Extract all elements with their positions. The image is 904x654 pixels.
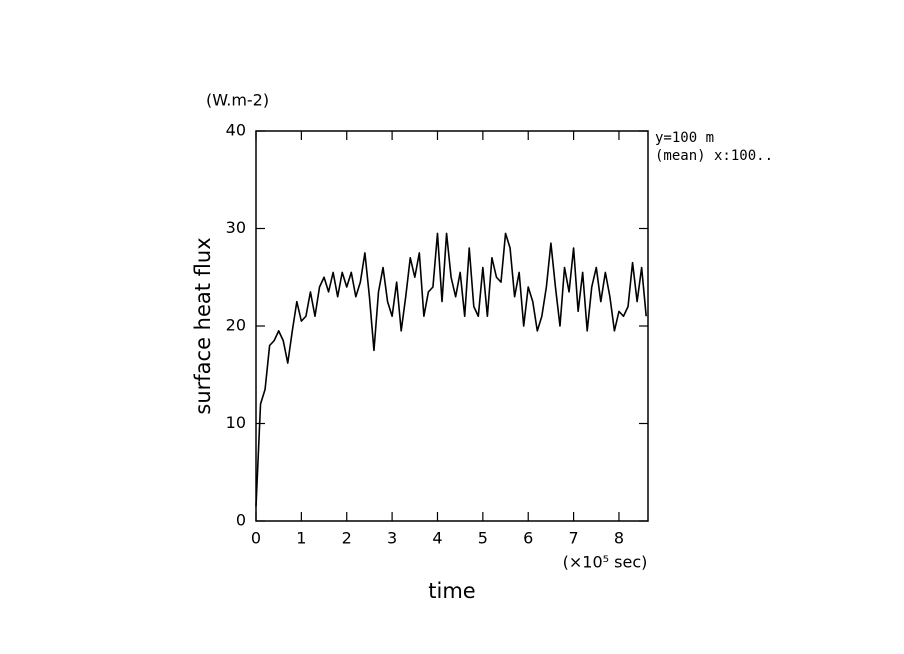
x-tick-label: 6 — [523, 529, 533, 548]
x-tick-label: 7 — [568, 529, 578, 548]
x-tick-label: 5 — [478, 529, 488, 548]
y-axis-label: surface heat flux — [191, 237, 215, 414]
x-tick-label: 3 — [387, 529, 397, 548]
x-tick-label: 4 — [432, 529, 442, 548]
x-tick-label: 8 — [614, 529, 624, 548]
y-tick-label: 0 — [236, 511, 246, 530]
x-tick-label: 1 — [296, 529, 306, 548]
x-tick-label: 2 — [342, 529, 352, 548]
data-line — [255, 232, 647, 507]
x-unit: (×10⁵ sec) — [563, 553, 648, 572]
plot-frame — [255, 130, 649, 522]
annotation: (mean) x:100.. — [655, 148, 773, 164]
y-unit: (W.m-2) — [206, 91, 269, 110]
y-tick-label: 10 — [226, 413, 246, 432]
y-tick-label: 30 — [226, 218, 246, 237]
x-axis-label: time — [428, 579, 475, 603]
y-tick-label: 40 — [226, 121, 246, 140]
x-tick-label: 0 — [251, 529, 261, 548]
y-tick-label: 20 — [226, 316, 246, 335]
annotation: y=100 m — [655, 130, 714, 146]
